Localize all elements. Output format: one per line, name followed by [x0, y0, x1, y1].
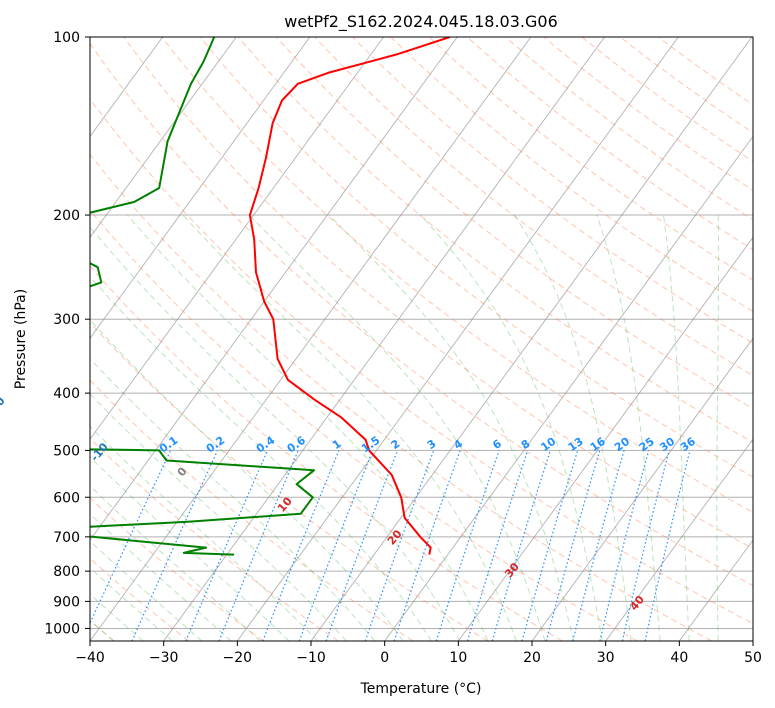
dry-adiabat	[90, 322, 488, 641]
x-tick-label: −40	[75, 650, 105, 666]
y-tick-label: 500	[53, 443, 80, 459]
x-tick-label: −10	[296, 650, 326, 666]
moist-adiabat	[126, 214, 489, 641]
mixing-ratio-line	[599, 450, 650, 641]
x-tick-label: 20	[523, 650, 541, 666]
x-axis-label: Temperature (°C)	[360, 681, 482, 697]
y-tick-label: 400	[53, 386, 80, 402]
mixing-ratio-line	[393, 450, 461, 641]
moist-adiabat	[596, 214, 661, 641]
y-tick-label: 700	[53, 530, 80, 546]
dry-adiabat	[90, 209, 638, 641]
y-tick-label: 300	[53, 312, 80, 328]
axis-ticks: −40 −30 −20 −10 0 10 20 30 40 50 100 200 300 400 500 60…	[44, 30, 762, 666]
mixing-ratio-line	[298, 450, 374, 641]
x-tick-label: −20	[223, 650, 253, 666]
moist-adiabat	[716, 214, 719, 641]
moist-adiabat	[90, 456, 290, 641]
isotherm	[605, 438, 753, 641]
moist-adiabat	[328, 214, 575, 641]
dry-adiabat	[161, 37, 753, 513]
dry-adiabat	[275, 37, 753, 410]
plot-background	[90, 37, 753, 641]
x-tick-label: 40	[670, 650, 688, 666]
chart-title: wetPf2_S162.2024.045.18.03.G06	[284, 12, 558, 32]
moist-adiabat	[90, 393, 347, 641]
dewpoint-profile-line	[90, 37, 316, 556]
y-tick-label: 900	[53, 594, 80, 610]
mixing-ratio-line	[131, 450, 219, 641]
moist-adiabat	[663, 214, 690, 641]
profile-lines	[90, 37, 451, 556]
isotherm	[236, 37, 679, 641]
isotherm	[90, 37, 532, 641]
y-tick-label: 200	[53, 208, 80, 224]
background-lines	[90, 37, 753, 641]
isotherm	[90, 37, 385, 441]
y-axis-label: Pressure (hPa)	[13, 289, 29, 389]
mixing-ratio-line	[621, 450, 670, 641]
x-tick-label: 50	[744, 650, 762, 666]
y-tick-label: 800	[53, 564, 80, 580]
mixing-ratio-line	[521, 450, 579, 641]
mixing-ratio-line	[572, 450, 625, 641]
y-tick-label: 100	[53, 30, 80, 46]
dry-adiabat	[90, 153, 712, 641]
isotherm	[163, 37, 606, 641]
isotherm	[90, 37, 311, 340]
isotherm	[310, 37, 753, 641]
dry-adiabat	[237, 37, 753, 443]
isotherm	[90, 37, 458, 541]
x-tick-label: 10	[449, 650, 467, 666]
mixing-ratio-line	[185, 450, 269, 641]
plot-frame	[89, 36, 754, 642]
moist-adiabat	[249, 214, 546, 641]
moist-adiabat	[420, 214, 603, 641]
x-tick-label: −30	[149, 650, 179, 666]
dry-adiabat	[314, 37, 753, 377]
mixing-ratio-line	[218, 450, 299, 641]
isotherm	[531, 337, 753, 641]
isotherm	[384, 135, 753, 641]
dry-adiabat	[123, 37, 753, 550]
mixing-ratio-line	[491, 450, 551, 641]
x-tick-label: 0	[380, 650, 389, 666]
mixing-ratio-line	[545, 450, 601, 641]
moist-adiabat	[90, 275, 432, 641]
moist-adiabat	[514, 214, 632, 641]
y-tick-label: 1000	[44, 621, 80, 637]
dry-adiabat	[90, 265, 563, 641]
dry-adiabat	[90, 98, 753, 625]
isotherm	[90, 37, 237, 239]
dry-adiabat	[90, 379, 414, 641]
moist-adiabat	[90, 226, 461, 641]
mixing-ratio-line	[435, 450, 500, 641]
dry-adiabat	[90, 42, 753, 587]
isotherm	[752, 640, 753, 641]
isotherm	[457, 236, 753, 641]
moist-adiabat	[182, 214, 517, 641]
moist-adiabat	[90, 425, 319, 641]
x-tick-label: 30	[597, 650, 615, 666]
mixing-ratio-line	[262, 450, 340, 641]
mixing-ratio-line	[466, 450, 529, 641]
mixing-ratio-line	[364, 450, 435, 641]
moist-adiabat	[90, 319, 404, 641]
temperature-profile-line	[248, 37, 451, 555]
moist-adiabat	[90, 485, 261, 641]
mixing-ratio-line	[325, 450, 399, 641]
y-tick-label: 600	[53, 490, 80, 506]
dry-adiabat-label: -20	[0, 394, 8, 418]
